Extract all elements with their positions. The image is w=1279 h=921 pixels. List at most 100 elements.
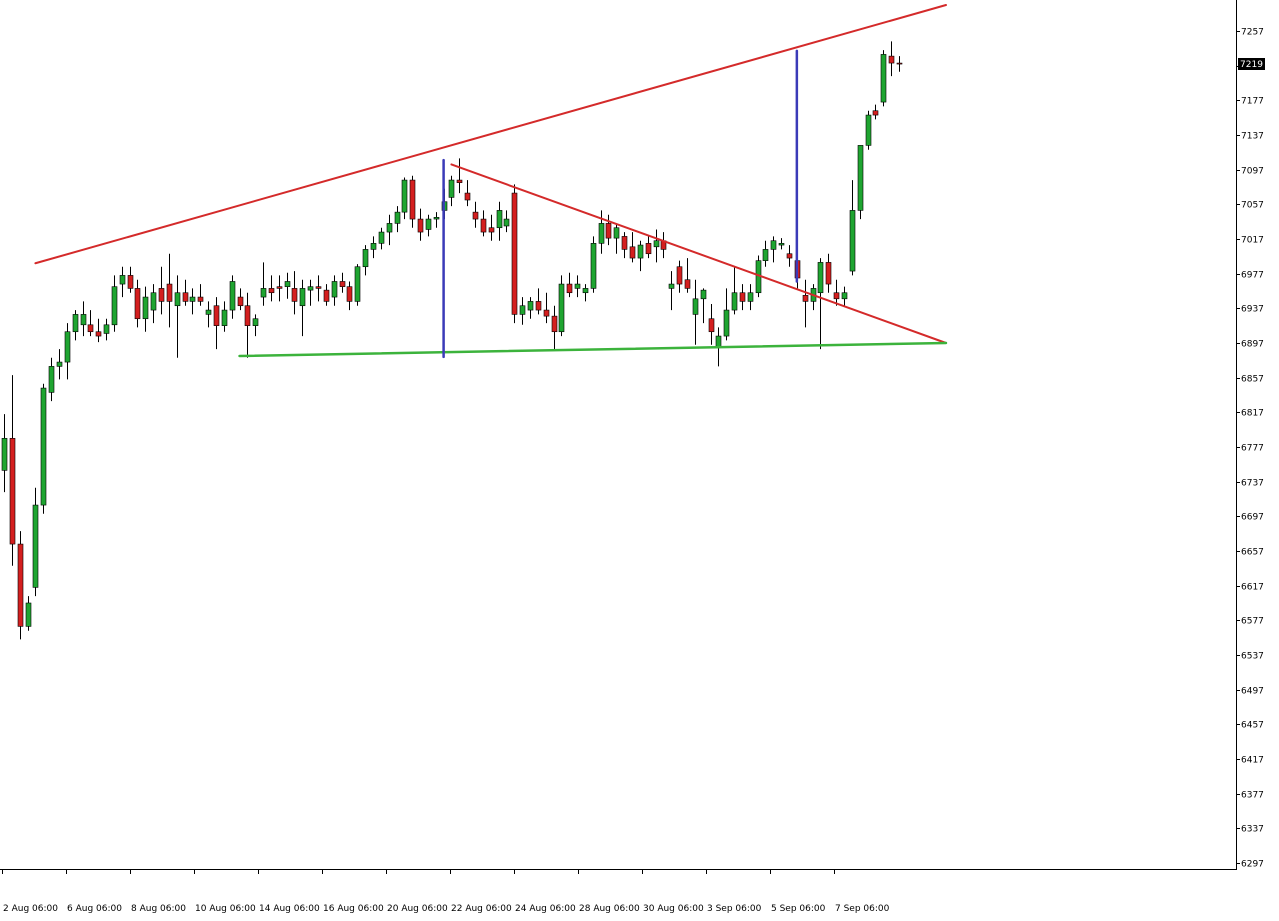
candle bbox=[409, 175, 416, 228]
candle bbox=[339, 272, 346, 293]
candle bbox=[370, 236, 377, 259]
candle bbox=[205, 301, 212, 328]
candle-body bbox=[896, 62, 903, 65]
y-tick-label: 7137 bbox=[1241, 132, 1264, 142]
candle-body bbox=[511, 192, 518, 315]
candle-body bbox=[111, 286, 118, 326]
candle bbox=[582, 284, 589, 302]
candle-body bbox=[841, 292, 848, 300]
candle-body bbox=[488, 227, 495, 233]
candle bbox=[535, 288, 542, 315]
candle-body bbox=[621, 236, 628, 250]
x-tick-label: 8 Aug 06:00 bbox=[131, 904, 186, 914]
candle bbox=[543, 292, 550, 324]
candle bbox=[276, 275, 283, 302]
y-tick-label: 6497 bbox=[1241, 687, 1264, 697]
candle-body bbox=[551, 315, 558, 333]
candle-body bbox=[346, 286, 353, 302]
candle bbox=[237, 288, 244, 311]
candle bbox=[252, 314, 259, 337]
candle-body bbox=[17, 543, 24, 627]
candle bbox=[40, 383, 47, 514]
x-tick-label: 14 Aug 06:00 bbox=[259, 904, 320, 914]
candle bbox=[260, 262, 267, 306]
y-tick-label: 7057 bbox=[1241, 201, 1264, 211]
candle-body bbox=[582, 288, 589, 294]
candle-body bbox=[802, 295, 809, 302]
candle bbox=[213, 297, 220, 350]
candle bbox=[32, 487, 39, 597]
candle-body bbox=[668, 283, 675, 289]
y-tick-label: 7257 bbox=[1241, 28, 1264, 38]
candle-body bbox=[32, 504, 39, 588]
candle-body bbox=[825, 262, 832, 285]
current-price-marker: 7219 bbox=[1238, 58, 1265, 70]
candle-body bbox=[433, 217, 440, 220]
candle bbox=[849, 180, 856, 276]
candle-body bbox=[527, 301, 534, 311]
candle bbox=[841, 286, 848, 306]
candle-body bbox=[778, 243, 785, 246]
candle-body bbox=[315, 286, 322, 289]
x-tick-label: 22 Aug 06:00 bbox=[451, 904, 512, 914]
candle bbox=[888, 41, 895, 77]
candle-body bbox=[425, 218, 432, 230]
candle bbox=[362, 245, 369, 276]
candle bbox=[833, 279, 840, 306]
candle bbox=[825, 253, 832, 293]
candle-body bbox=[25, 602, 32, 627]
candle-body bbox=[715, 335, 722, 348]
candle-body bbox=[464, 192, 471, 201]
candle-body bbox=[354, 266, 361, 302]
candle bbox=[127, 266, 134, 293]
y-tick-label: 6377 bbox=[1241, 791, 1264, 801]
candle-body bbox=[739, 292, 746, 302]
candle-body bbox=[613, 227, 620, 239]
candle bbox=[739, 284, 746, 311]
candle bbox=[166, 253, 173, 328]
candle bbox=[72, 310, 79, 341]
candle-body bbox=[291, 288, 298, 302]
candle bbox=[817, 258, 824, 350]
candle-body bbox=[229, 281, 236, 311]
candle-body bbox=[770, 240, 777, 250]
x-tick-label: 3 Sep 06:00 bbox=[707, 904, 762, 914]
candle-body bbox=[362, 249, 369, 268]
support-line bbox=[238, 341, 948, 358]
candle-body bbox=[213, 305, 220, 326]
x-tick-label: 28 Aug 06:00 bbox=[579, 904, 640, 914]
candle bbox=[48, 357, 55, 402]
candle bbox=[496, 201, 503, 241]
x-tick-label: 5 Sep 06:00 bbox=[771, 904, 826, 914]
candle-body bbox=[543, 309, 550, 317]
candle bbox=[723, 288, 730, 341]
candle-body bbox=[370, 243, 377, 250]
candle bbox=[401, 177, 408, 220]
candle bbox=[676, 260, 683, 293]
candle-body bbox=[401, 179, 408, 213]
candle bbox=[1, 414, 8, 493]
candle-body bbox=[72, 314, 79, 333]
y-tick-label: 6697 bbox=[1241, 513, 1264, 523]
y-tick-label: 6737 bbox=[1241, 479, 1264, 489]
candle bbox=[480, 210, 487, 237]
candle-body bbox=[80, 314, 87, 326]
candle bbox=[346, 281, 353, 311]
candle-body bbox=[723, 309, 730, 337]
candle bbox=[150, 284, 157, 324]
candle-body bbox=[40, 387, 47, 506]
candle bbox=[25, 596, 32, 631]
candle bbox=[221, 301, 228, 332]
candle-body bbox=[205, 309, 212, 315]
candle bbox=[708, 304, 715, 345]
candle bbox=[574, 275, 581, 298]
candle-body bbox=[448, 179, 455, 198]
y-tick-label: 6897 bbox=[1241, 340, 1264, 350]
price-axis: 7257721771777137709770577017697769376897… bbox=[1236, 28, 1264, 870]
candle bbox=[778, 238, 785, 250]
candle-body bbox=[480, 218, 487, 233]
candle bbox=[668, 271, 675, 311]
candle-body bbox=[747, 292, 754, 302]
candle bbox=[503, 210, 510, 233]
